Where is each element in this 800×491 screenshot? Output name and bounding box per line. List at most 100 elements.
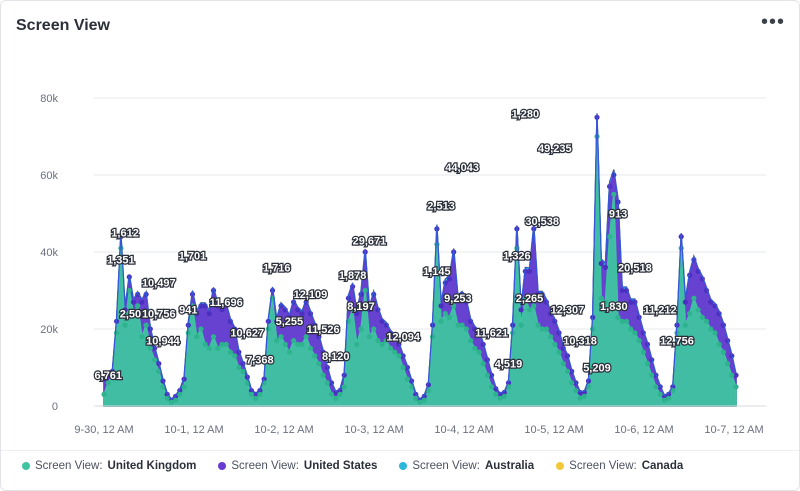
point-united-kingdom — [122, 322, 128, 328]
point-united-kingdom — [232, 353, 238, 359]
point-united-kingdom — [371, 326, 377, 332]
data-label: 12,094 — [386, 332, 421, 344]
legend-series-name: Australia — [484, 460, 535, 472]
legend-item-australia[interactable]: Screen View: Australia — [399, 460, 534, 472]
x-tick-label: 9-30, 12 AM — [74, 424, 133, 436]
more-options-icon[interactable]: ••• — [760, 11, 785, 33]
point-united-states — [105, 372, 111, 378]
point-united-kingdom — [198, 326, 204, 332]
point-united-states — [354, 311, 360, 317]
point-united-kingdom — [434, 241, 440, 247]
point-united-states — [299, 311, 305, 317]
y-tick-label: 40k — [40, 247, 58, 259]
point-united-kingdom — [708, 326, 714, 332]
data-label: 2,501 — [120, 308, 148, 320]
data-label: 10,944 — [146, 335, 181, 347]
point-united-kingdom — [598, 295, 604, 301]
point-united-states — [194, 311, 200, 317]
point-united-kingdom — [459, 322, 465, 328]
legend-dot-icon — [218, 462, 227, 470]
point-united-kingdom — [181, 384, 187, 390]
point-united-kingdom — [653, 384, 659, 390]
point-united-states — [286, 314, 292, 320]
point-united-kingdom — [350, 307, 356, 313]
point-united-kingdom — [333, 395, 339, 401]
point-united-kingdom — [257, 391, 263, 397]
point-united-kingdom — [522, 295, 528, 301]
point-united-kingdom — [278, 334, 284, 340]
y-tick-label: 20k — [40, 324, 58, 336]
point-united-kingdom — [341, 384, 347, 390]
point-united-kingdom — [493, 391, 499, 397]
x-tick-label: 10-6, 12 AM — [614, 424, 673, 436]
data-label: 11,526 — [307, 324, 340, 336]
point-united-kingdom — [695, 307, 701, 313]
point-united-kingdom — [421, 397, 427, 403]
legend-series-name: United States — [303, 460, 378, 472]
point-united-states — [455, 295, 461, 301]
point-united-kingdom — [413, 395, 419, 401]
point-united-kingdom — [657, 391, 663, 397]
point-united-states — [682, 299, 689, 305]
point-united-states — [109, 368, 115, 374]
point-united-kingdom — [640, 349, 646, 355]
legend-prefix: Screen View: — [569, 460, 637, 472]
point-united-kingdom — [636, 338, 642, 344]
data-label: 1,830 — [600, 301, 628, 313]
legend-item-united-states[interactable]: Screen View: United States — [218, 460, 377, 472]
point-united-kingdom — [489, 384, 495, 390]
chart-title: Screen View — [16, 17, 110, 34]
point-united-kingdom — [139, 334, 145, 340]
point-united-kingdom — [392, 349, 398, 355]
point-united-kingdom — [602, 299, 609, 305]
point-united-states — [101, 376, 107, 382]
data-label: 8,120 — [322, 351, 350, 363]
point-united-kingdom — [400, 364, 406, 371]
data-label: 1,326 — [503, 251, 531, 263]
point-united-kingdom — [678, 245, 684, 251]
point-united-kingdom — [101, 391, 107, 397]
point-united-kingdom — [320, 372, 326, 378]
point-united-kingdom — [569, 380, 575, 386]
point-united-kingdom — [253, 395, 259, 401]
point-united-kingdom — [105, 380, 111, 386]
data-label: 1,351 — [107, 255, 135, 267]
point-united-kingdom — [299, 341, 305, 347]
point-united-kingdom — [455, 322, 461, 328]
data-label: 1,612 — [111, 228, 139, 240]
point-united-kingdom — [535, 322, 541, 328]
x-tick-label: 10-1, 12 AM — [164, 424, 223, 436]
point-united-states — [257, 388, 263, 394]
point-united-kingdom — [152, 357, 158, 363]
point-united-kingdom — [404, 376, 410, 382]
point-united-kingdom — [286, 349, 292, 355]
legend-dot-icon — [399, 462, 408, 470]
point-united-states — [535, 291, 541, 297]
data-label: 30,538 — [525, 216, 559, 228]
point-united-kingdom — [552, 341, 558, 347]
point-united-kingdom — [143, 322, 149, 328]
data-label: 1,701 — [179, 251, 207, 263]
point-united-kingdom — [644, 361, 651, 367]
point-united-kingdom — [328, 391, 335, 397]
point-united-kingdom — [282, 341, 288, 347]
point-united-kingdom — [227, 349, 233, 355]
point-united-kingdom — [156, 368, 162, 374]
legend-dot-icon — [22, 462, 30, 470]
point-united-kingdom — [417, 399, 423, 405]
point-united-kingdom — [463, 326, 469, 332]
point-united-states — [526, 268, 533, 274]
point-united-states — [139, 299, 145, 305]
data-label: 2,265 — [516, 293, 544, 305]
point-united-kingdom — [362, 287, 368, 294]
point-united-kingdom — [446, 314, 453, 320]
y-tick-label: 80k — [40, 93, 58, 105]
point-united-states — [219, 307, 225, 313]
legend-item-canada[interactable]: Screen View: Canada — [556, 460, 683, 472]
point-united-kingdom — [379, 341, 385, 347]
point-united-kingdom — [619, 318, 625, 324]
point-united-kingdom — [649, 372, 655, 378]
point-united-kingdom — [468, 338, 474, 344]
legend-item-united-kingdom[interactable]: Screen View: United Kingdom — [22, 460, 196, 472]
point-united-states — [438, 303, 444, 309]
